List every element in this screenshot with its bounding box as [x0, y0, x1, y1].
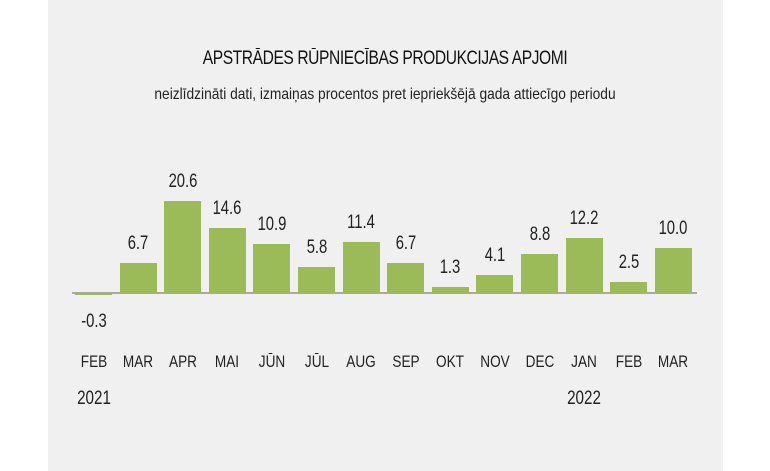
x-tick-label: OKT	[436, 352, 465, 371]
chart-panel	[48, 0, 723, 471]
x-tick-label: MAI	[215, 352, 240, 371]
x-tick-label: MAR	[122, 352, 154, 371]
x-tick-label: NOV	[480, 352, 510, 371]
bar-value-label: 14.6	[212, 197, 242, 219]
bar-value-label: 20.6	[168, 170, 198, 192]
bar	[298, 267, 335, 293]
bar-value-label: 11.4	[347, 212, 375, 234]
bar	[75, 293, 112, 295]
year-label: 2022	[567, 388, 602, 409]
bar-value-label: 2.5	[618, 251, 639, 273]
x-tick-label: FEB	[80, 352, 107, 371]
bar	[565, 238, 603, 293]
bar	[654, 248, 692, 293]
bar	[253, 244, 291, 293]
x-tick-label: JŪN	[258, 352, 286, 371]
bar	[208, 227, 246, 293]
chart-subtitle: neizlīdzināti dati, izmaiņas procentos p…	[154, 86, 616, 103]
x-tick-label: JŪL	[304, 352, 329, 371]
bar	[164, 200, 202, 293]
x-tick-label: DEC	[525, 352, 554, 371]
bar-value-label: 12.2	[569, 208, 599, 230]
x-tick-label: MAR	[658, 352, 689, 371]
bar-value-label: 1.3	[439, 257, 461, 279]
bar-value-label: 6.7	[395, 233, 416, 255]
x-tick-label: SEP	[392, 352, 420, 371]
bar	[342, 242, 380, 293]
bar-value-label: -0.3	[80, 311, 107, 332]
bar-value-label: 10.0	[658, 218, 688, 240]
bar	[476, 274, 514, 293]
year-label: 2021	[76, 388, 111, 409]
bar	[119, 263, 157, 293]
bar	[610, 281, 648, 293]
x-tick-label: APR	[168, 352, 197, 371]
bar	[431, 287, 469, 293]
bar-value-label: 8.8	[529, 223, 550, 245]
bar-value-label: 5.8	[306, 237, 327, 259]
bar-value-label: 10.9	[257, 214, 287, 236]
x-tick-label: JAN	[571, 352, 597, 371]
bar-value-label: 6.7	[127, 233, 149, 255]
bar	[521, 253, 558, 293]
x-axis-line	[72, 292, 697, 294]
bar-value-label: 4.1	[484, 244, 506, 266]
chart-title: APSTRĀDES RŪPNIECĪBAS PRODUKCIJAS APJOMI	[202, 48, 568, 69]
x-tick-label: FEB	[615, 352, 642, 371]
bar	[387, 263, 425, 293]
x-tick-label: AUG	[346, 352, 376, 371]
